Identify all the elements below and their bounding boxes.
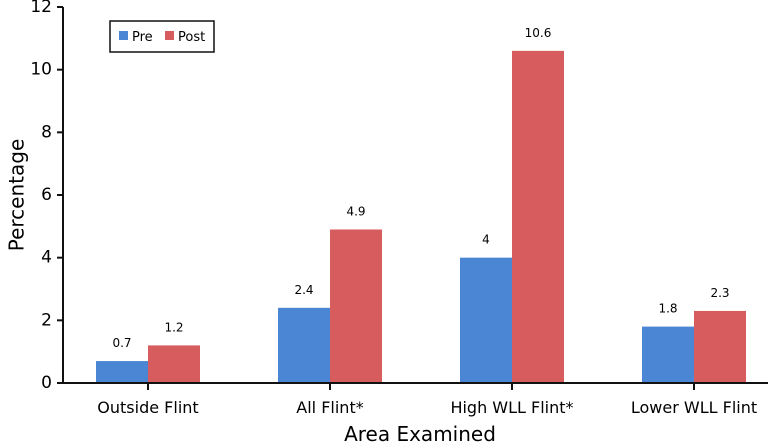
x-axis-title: Area Examined — [344, 422, 496, 444]
bar-pre — [642, 326, 694, 383]
y-axis: 0 2 4 6 8 10 12 — [30, 0, 64, 393]
y-tick-label: 4 — [41, 248, 52, 268]
y-axis-title: Percentage — [5, 139, 29, 252]
bar-post — [512, 50, 564, 383]
legend-swatch-post — [165, 31, 174, 40]
bar-value-label: 4 — [482, 233, 490, 247]
x-tick-label: Lower WLL Flint — [631, 398, 757, 417]
legend-label-pre: Pre — [132, 30, 153, 45]
y-tick-label: 10 — [30, 60, 52, 80]
bar-pre — [278, 307, 330, 383]
bar-post — [694, 310, 746, 383]
bar-value-label: 2.3 — [710, 286, 729, 300]
x-axis: Outside Flint All Flint* High WLL Flint* Lo… — [57, 382, 768, 417]
legend: Pre Post — [109, 20, 215, 53]
bar-value-label: 1.2 — [164, 320, 183, 334]
bar-value-label: 1.8 — [658, 302, 677, 316]
x-tick-label: High WLL Flint* — [450, 398, 573, 417]
y-tick-label: 8 — [41, 122, 52, 142]
bar-post — [148, 345, 200, 383]
legend-label-post: Post — [178, 30, 205, 45]
y-tick-label: 6 — [41, 185, 52, 205]
x-tick-label: All Flint* — [296, 398, 363, 417]
bar-value-label: 10.6 — [525, 26, 552, 40]
bar-value-label: 0.7 — [112, 336, 131, 350]
x-tick-label: Outside Flint — [97, 398, 198, 417]
y-tick-label: 12 — [30, 0, 52, 17]
bar-value-label: 4.9 — [346, 204, 365, 218]
y-tick-label: 0 — [41, 373, 52, 393]
bar-value-label: 2.4 — [294, 283, 313, 297]
legend-swatch-pre — [119, 31, 128, 40]
y-tick-label: 2 — [41, 310, 52, 330]
bar-pre — [460, 257, 512, 383]
bar-pre — [96, 361, 148, 383]
bars-group: 0.7 1.2 2.4 4.9 4 10.6 1.8 2.3 — [96, 26, 746, 383]
bar-post — [330, 229, 382, 383]
